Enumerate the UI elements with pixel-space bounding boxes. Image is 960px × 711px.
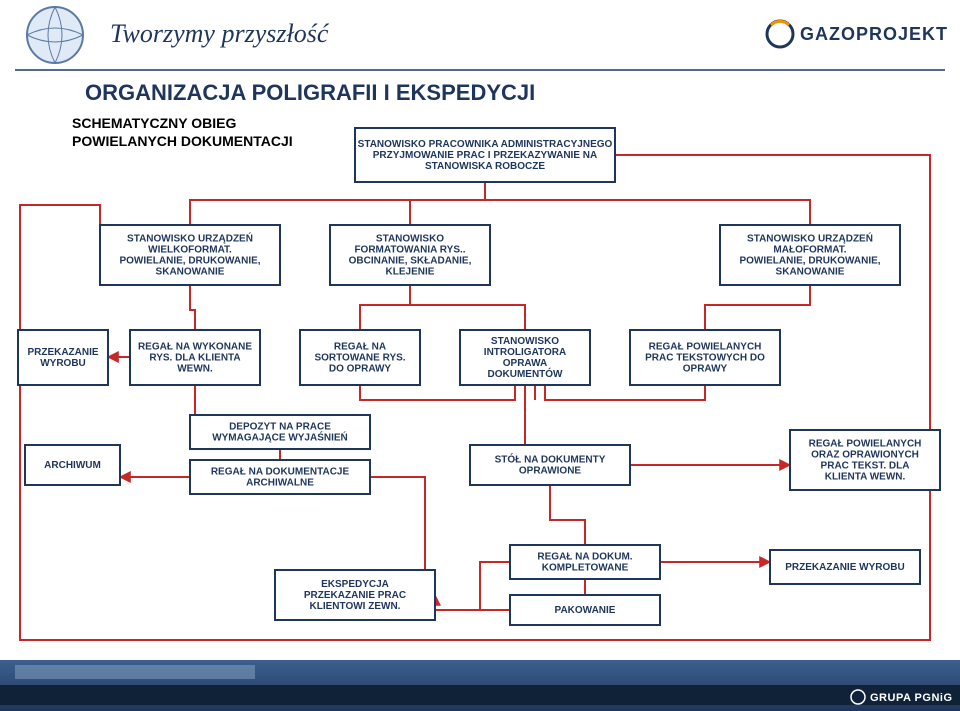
page-title: ORGANIZACJA POLIGRAFII I EKSPEDYCJI (85, 80, 535, 105)
box-text: KOMPLETOWANE (542, 563, 629, 574)
box-r2_e: REGAŁ POWIELANYCHPRAC TEKSTOWYCH DOOPRAW… (630, 330, 780, 385)
box-r1_left: STANOWISKO URZĄDZEŃWIELKOFORMAT.POWIELAN… (100, 225, 280, 285)
box-r2_c: REGAŁ NASORTOWANE RYS.DO OPRAWY (300, 330, 420, 385)
box-text: KLIENTA WEWN. (825, 472, 906, 483)
box-text: KLIENTOWI ZEWN. (310, 601, 401, 612)
footer-brand-text: GRUPA PGNiG (870, 692, 953, 704)
box-text: REGAŁ POWIELANYCH (649, 342, 762, 353)
box-r4_pak: PAKOWANIE (510, 595, 660, 625)
box-text: ORAZ OPRAWIONYCH (811, 450, 919, 461)
box-text: WYROBU (40, 358, 86, 369)
connector (360, 385, 515, 400)
connector (360, 285, 410, 330)
subtitle-line2: POWIELANYCH DOKUMENTACJI (72, 133, 293, 149)
box-text: REGAŁ NA WYKONANE (138, 342, 252, 353)
box-text: DOKUMENTÓW (488, 367, 564, 380)
box-text: PAKOWANIE (555, 605, 616, 616)
box-r1_mid: STANOWISKOFORMATOWANIA RYS..OBCINANIE, S… (330, 225, 490, 285)
connector (410, 285, 525, 330)
box-text: REGAŁ POWIELANYCH (809, 439, 922, 450)
box-top_center: STANOWISKO PRACOWNIKA ADMINISTRACYJNEGOP… (355, 128, 615, 182)
box-text: STANOWISKO URZĄDZEŃ (747, 232, 873, 245)
box-r2_b: REGAŁ NA WYKONANERYS. DLA KLIENTAWEWN. (130, 330, 260, 385)
box-text: PRAC TEKSTOWYCH DO (645, 353, 765, 364)
box-text: WEWN. (177, 364, 213, 375)
box-text: ARCHIWUM (44, 460, 101, 471)
box-text: DO OPRAWY (329, 364, 392, 375)
connector (190, 182, 485, 225)
box-text: OPRAWA (503, 358, 547, 369)
globe-icon (27, 7, 83, 63)
box-text: STANOWISKA ROBOCZE (425, 161, 545, 172)
box-text: OPRAWIONE (519, 466, 582, 477)
box-text: PRZEKAZANIE PRAC (304, 590, 406, 601)
box-text: WYMAGAJĄCE WYJAŚNIEŃ (212, 431, 348, 444)
connector (545, 385, 705, 400)
box-r4_kompl: REGAŁ NA DOKUM.KOMPLETOWANE (510, 545, 660, 579)
brand-logo-accent (771, 21, 789, 25)
box-r4_przek: PRZEKAZANIE WYROBU (770, 550, 920, 584)
box-r2_d: STANOWISKOINTROLIGATORAOPRAWADOKUMENTÓW (460, 330, 590, 385)
slogan-text: Tworzymy przyszłość (110, 19, 330, 48)
header-area: Tworzymy przyszłość GAZOPROJEKT (15, 7, 948, 70)
diagram-canvas: Tworzymy przyszłość GAZOPROJEKT ORGANIZA… (0, 0, 960, 711)
box-text: POWIELANIE, DRUKOWANIE, (739, 256, 880, 267)
box-text: DEPOZYT NA PRACE (229, 422, 331, 433)
brand-logo-icon (767, 21, 793, 47)
box-r3_arch: ARCHIWUM (25, 445, 120, 485)
box-text: REGAŁ NA DOKUM. (537, 552, 632, 563)
box-text: INTROLIGATORA (484, 347, 566, 358)
box-text: RYS. DLA KLIENTA (149, 353, 240, 364)
boxes-layer: STANOWISKO PRACOWNIKA ADMINISTRACYJNEGOP… (18, 128, 940, 625)
connector (435, 595, 510, 610)
box-text: PRZEKAZANIE (27, 347, 98, 358)
connector (485, 182, 810, 225)
box-text: REGAŁ NA DOKUMENTACJE (211, 467, 350, 478)
box-text: MAŁOFORMAT. (773, 245, 846, 256)
box-text: STANOWISKO (491, 336, 559, 347)
box-text: STANOWISKO URZĄDZEŃ (127, 232, 253, 245)
box-r4_eksp: EKSPEDYCJAPRZEKAZANIE PRACKLIENTOWI ZEWN… (275, 570, 435, 620)
box-text: PRAC TEKST. DLA (821, 461, 910, 472)
box-text: REGAŁ NA (334, 342, 386, 353)
box-r3_right: REGAŁ POWIELANYCHORAZ OPRAWIONYCHPRAC TE… (790, 430, 940, 490)
box-text: STÓŁ NA DOKUMENTY (495, 453, 606, 466)
box-text: SKANOWANIE (156, 267, 225, 278)
box-r3_reg: REGAŁ NA DOKUMENTACJEARCHIWALNE (190, 460, 370, 494)
footer-dark-strip (0, 685, 960, 705)
subtitle-line1: SCHEMATYCZNY OBIEG (72, 115, 236, 131)
box-text: PRZEKAZANIE WYROBU (785, 562, 904, 573)
box-r3_dep: DEPOZYT NA PRACEWYMAGAJĄCE WYJAŚNIEŃ (190, 415, 370, 449)
box-text: OPRAWY (683, 364, 728, 375)
footer-area: GRUPA PGNiG (0, 660, 960, 711)
box-text: PRZYJMOWANIE PRAC I PRZEKAZYWANIE NA (373, 150, 597, 161)
connector (190, 285, 195, 330)
box-r1_right: STANOWISKO URZĄDZEŃMAŁOFORMAT.POWIELANIE… (720, 225, 900, 285)
connector (705, 285, 810, 330)
box-text: STANOWISKO (376, 234, 444, 245)
box-text: OBCINANIE, SKŁADANIE, (349, 256, 472, 267)
box-text: SKANOWANIE (776, 267, 845, 278)
connector (480, 562, 510, 610)
box-text: SORTOWANE RYS. (314, 353, 405, 364)
footer-texture (15, 665, 255, 679)
box-r3_stol: STÓŁ NA DOKUMENTYOPRAWIONE (470, 445, 630, 485)
box-text: FORMATOWANIA RYS.. (354, 245, 465, 256)
box-text: KLEJENIE (386, 267, 435, 278)
box-text: EKSPEDYCJA (321, 579, 389, 590)
box-text: POWIELANIE, DRUKOWANIE, (119, 256, 260, 267)
box-r2_a: PRZEKAZANIEWYROBU (18, 330, 108, 385)
connector (550, 485, 585, 545)
box-text: STANOWISKO PRACOWNIKA ADMINISTRACYJNEGO (358, 139, 613, 150)
box-text: WIELKOFORMAT. (148, 245, 232, 256)
brand-text: GAZOPROJEKT (800, 24, 948, 44)
box-text: ARCHIWALNE (246, 478, 314, 489)
connector (410, 182, 485, 225)
